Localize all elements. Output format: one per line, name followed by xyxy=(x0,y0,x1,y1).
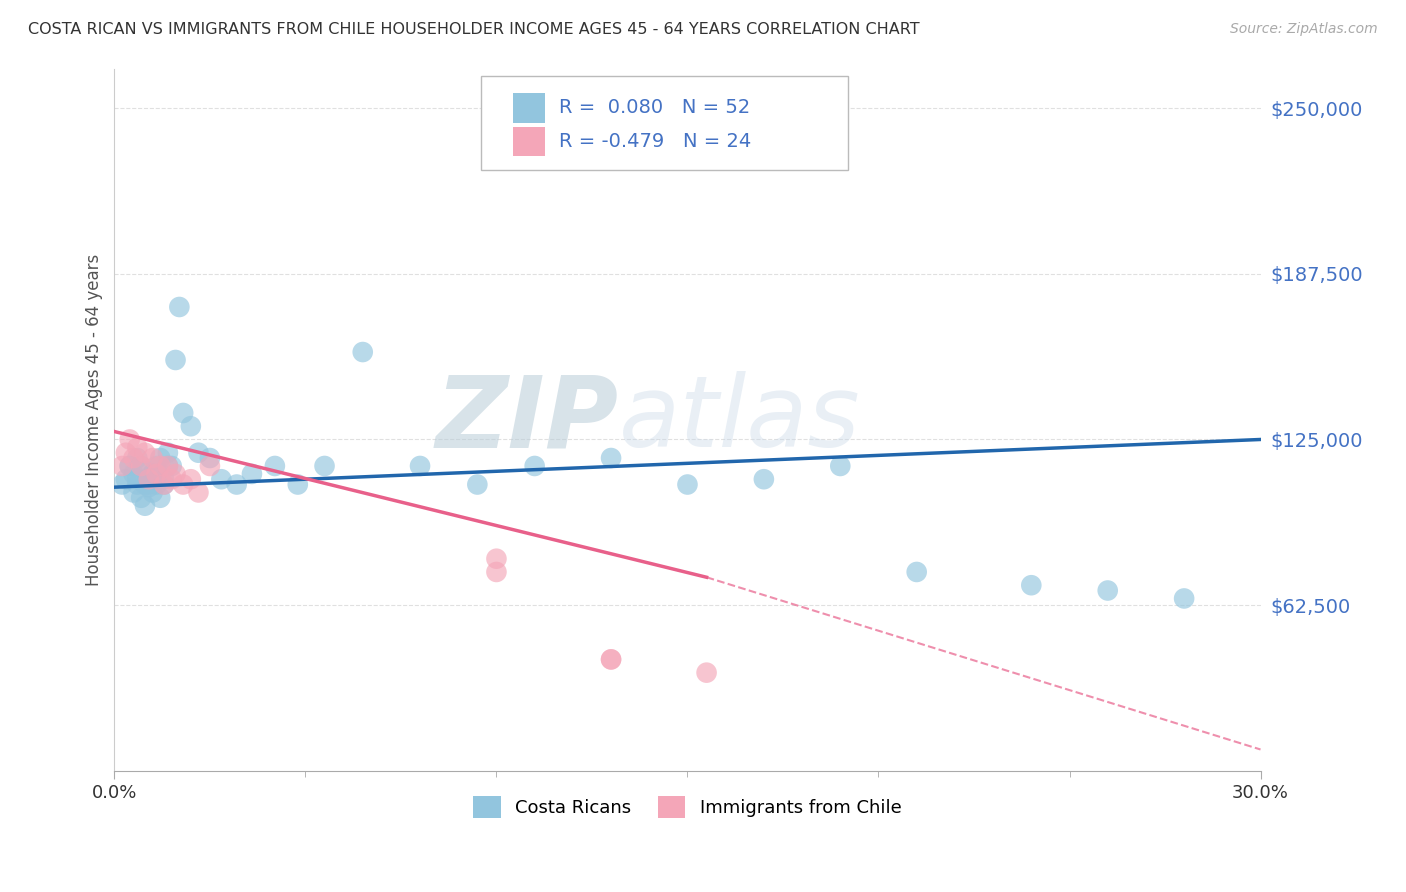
Point xyxy=(600,652,623,666)
Point xyxy=(153,472,176,486)
Point xyxy=(352,345,374,359)
Text: Source: ZipAtlas.com: Source: ZipAtlas.com xyxy=(1230,22,1378,37)
Point xyxy=(129,458,152,473)
Point xyxy=(696,665,718,680)
Point xyxy=(600,652,623,666)
Point xyxy=(138,477,160,491)
Point xyxy=(198,458,221,473)
Point xyxy=(180,472,202,486)
Point xyxy=(142,450,165,465)
Point xyxy=(129,458,152,473)
Point xyxy=(149,491,172,505)
Point xyxy=(142,485,165,500)
Point xyxy=(122,450,145,465)
Point xyxy=(172,477,194,491)
Point xyxy=(138,480,160,494)
Point xyxy=(127,472,149,486)
Point xyxy=(142,467,165,481)
Text: COSTA RICAN VS IMMIGRANTS FROM CHILE HOUSEHOLDER INCOME AGES 45 - 64 YEARS CORRE: COSTA RICAN VS IMMIGRANTS FROM CHILE HOU… xyxy=(28,22,920,37)
Point xyxy=(111,458,134,473)
Point xyxy=(118,458,141,473)
Point xyxy=(180,419,202,434)
Point xyxy=(676,477,699,491)
Point xyxy=(187,446,209,460)
Point xyxy=(160,472,183,486)
FancyBboxPatch shape xyxy=(513,127,546,156)
Point xyxy=(153,477,176,491)
Point xyxy=(600,450,623,465)
Point xyxy=(523,458,546,473)
Point xyxy=(127,441,149,455)
Point xyxy=(1021,578,1043,592)
Point xyxy=(160,458,183,473)
Point xyxy=(156,446,179,460)
Point xyxy=(118,458,141,473)
Point xyxy=(1097,583,1119,598)
Point xyxy=(118,433,141,447)
Point xyxy=(905,565,928,579)
FancyBboxPatch shape xyxy=(513,93,546,122)
Point xyxy=(153,477,176,491)
Point xyxy=(198,450,221,465)
Point xyxy=(129,491,152,505)
Point xyxy=(111,477,134,491)
Point xyxy=(1173,591,1195,606)
Y-axis label: Householder Income Ages 45 - 64 years: Householder Income Ages 45 - 64 years xyxy=(86,253,103,586)
FancyBboxPatch shape xyxy=(481,76,848,170)
Legend: Costa Ricans, Immigrants from Chile: Costa Ricans, Immigrants from Chile xyxy=(467,789,908,825)
Point xyxy=(165,467,187,481)
Point xyxy=(134,446,156,460)
Point xyxy=(127,477,149,491)
Point xyxy=(172,406,194,420)
Point xyxy=(225,477,247,491)
Point xyxy=(134,477,156,491)
Point xyxy=(752,472,775,486)
Point xyxy=(145,477,167,491)
Point xyxy=(830,458,852,473)
Text: R =  0.080   N = 52: R = 0.080 N = 52 xyxy=(560,98,751,118)
Point xyxy=(122,467,145,481)
Point xyxy=(287,477,309,491)
Point xyxy=(142,467,165,481)
Point xyxy=(149,450,172,465)
Point xyxy=(134,499,156,513)
Point xyxy=(145,458,167,473)
Point xyxy=(122,485,145,500)
Point xyxy=(314,458,336,473)
Point xyxy=(138,472,160,486)
Point xyxy=(467,477,489,491)
Point xyxy=(485,551,508,566)
Point xyxy=(115,446,138,460)
Point xyxy=(156,458,179,473)
Text: R = -0.479   N = 24: R = -0.479 N = 24 xyxy=(560,132,751,151)
Point xyxy=(156,458,179,473)
Point xyxy=(169,300,191,314)
Point xyxy=(485,565,508,579)
Point xyxy=(115,472,138,486)
Point xyxy=(187,485,209,500)
Point xyxy=(209,472,232,486)
Text: ZIP: ZIP xyxy=(436,371,619,468)
Point xyxy=(134,464,156,478)
Point xyxy=(409,458,432,473)
Point xyxy=(145,467,167,481)
Text: atlas: atlas xyxy=(619,371,860,468)
Point xyxy=(263,458,285,473)
Point xyxy=(149,458,172,473)
Point xyxy=(165,353,187,368)
Point xyxy=(127,450,149,465)
Point xyxy=(240,467,263,481)
